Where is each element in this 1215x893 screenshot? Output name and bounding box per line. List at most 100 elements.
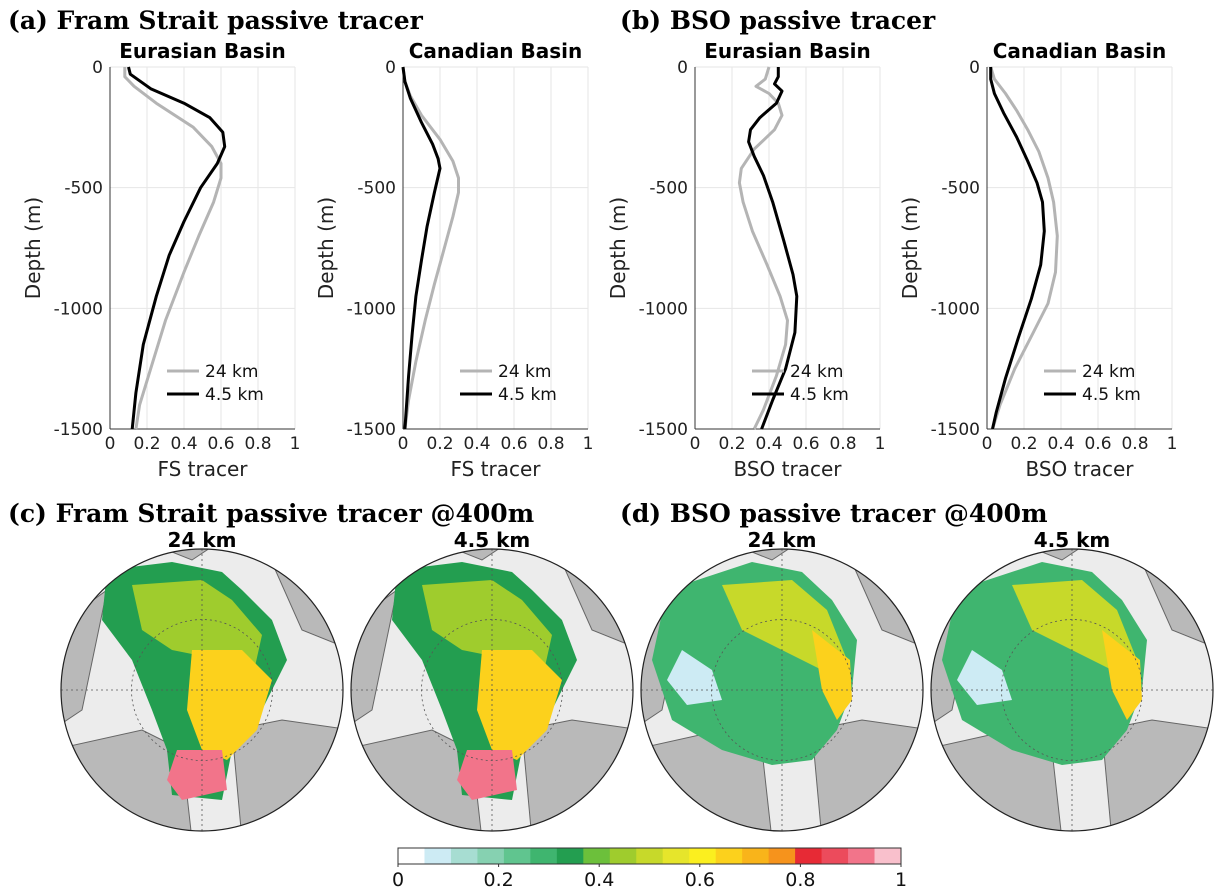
colorbar-segment bbox=[530, 848, 558, 864]
x-tick-label: 0 bbox=[690, 434, 701, 454]
x-tick-label: 1 bbox=[875, 434, 886, 454]
colorbar: 0 0.2 0.4 0.6 0.8 1 bbox=[392, 847, 907, 891]
x-tick-label: 0.2 bbox=[426, 434, 453, 454]
y-tick-label: -1500 bbox=[347, 420, 396, 440]
x-tick-label: 0.6 bbox=[500, 434, 527, 454]
x-tick-label: 0.6 bbox=[1084, 434, 1111, 454]
series-line-1 bbox=[123, 67, 223, 430]
x-tick-label: 0.4 bbox=[463, 434, 490, 454]
x-tick-label: 1 bbox=[583, 434, 594, 454]
plot-area bbox=[695, 67, 880, 429]
tracer-field bbox=[812, 630, 852, 720]
colorbar-segment bbox=[715, 848, 743, 864]
x-tick-label: 0.6 bbox=[207, 434, 234, 454]
polar-maps: 24 km 4.5 km 24 km 4.5 km bbox=[60, 528, 1214, 832]
colorbar-segment bbox=[662, 848, 690, 864]
panel-a-title: (a) Fram Strait passive tracer bbox=[8, 6, 424, 35]
x-tick-label: 0.4 bbox=[170, 434, 197, 454]
y-tick-label: -1000 bbox=[639, 299, 688, 319]
series-line-1 bbox=[401, 66, 460, 430]
colorbar-segment bbox=[503, 848, 531, 864]
colorbar-segment bbox=[636, 848, 664, 864]
series-line-2 bbox=[401, 66, 442, 430]
map-boundary bbox=[60, 548, 344, 832]
polar-map-1 bbox=[60, 548, 344, 832]
graticule-circle bbox=[421, 619, 563, 761]
graticule-circle bbox=[131, 619, 273, 761]
graticule-circle bbox=[711, 619, 853, 761]
panel-b-title: (b) BSO passive tracer bbox=[620, 6, 936, 35]
y-tick-label: 0 bbox=[385, 58, 396, 78]
colorbar-segment bbox=[689, 848, 717, 864]
colorbar-segment bbox=[742, 848, 770, 864]
tracer-field bbox=[457, 750, 517, 800]
colorbar-segment bbox=[477, 848, 505, 864]
colorbar-tick-label: 0.6 bbox=[685, 869, 715, 891]
y-tick-label: -500 bbox=[357, 179, 396, 199]
tracer-field bbox=[667, 650, 722, 705]
series-line-1 bbox=[737, 66, 789, 430]
map-3-title: 24 km bbox=[748, 528, 817, 552]
colorbar-segment bbox=[609, 848, 637, 864]
colorbar-segment bbox=[848, 848, 876, 864]
x-axis-label: FS tracer bbox=[450, 457, 541, 481]
series-line-1 bbox=[989, 66, 1059, 430]
x-axis-label: BSO tracer bbox=[733, 457, 842, 481]
colorbar-segment bbox=[795, 848, 823, 864]
y-tick-label: -500 bbox=[941, 179, 980, 199]
y-tick-label: 0 bbox=[969, 58, 980, 78]
legend-label: 4.5 km bbox=[1082, 385, 1141, 405]
map-1-title: 24 km bbox=[168, 528, 237, 552]
colorbar-segment bbox=[424, 848, 452, 864]
series-line-2 bbox=[747, 67, 799, 430]
profile-chart-3: 0 0.2 0.4 0.6 0.8 1 0 -500 -1000 -1500 Eurasian Ba… bbox=[606, 39, 885, 481]
x-tick-label: 0.6 bbox=[792, 434, 819, 454]
x-tick-label: 0.8 bbox=[829, 434, 856, 454]
series-line-2 bbox=[127, 66, 227, 430]
panel-c-title: (c) Fram Strait passive tracer @400m bbox=[8, 499, 534, 528]
legend-label: 4.5 km bbox=[498, 385, 557, 405]
x-tick-label: 0.4 bbox=[755, 434, 782, 454]
x-tick-label: 0 bbox=[982, 434, 993, 454]
x-tick-label: 0.8 bbox=[1121, 434, 1148, 454]
colorbar-tick-label: 0 bbox=[392, 869, 404, 891]
panel-d-title: (d) BSO passive tracer @400m bbox=[620, 499, 1048, 528]
x-tick-label: 0.8 bbox=[244, 434, 271, 454]
colorbar-tick-label: 0.8 bbox=[785, 869, 815, 891]
map-2-title: 4.5 km bbox=[454, 528, 531, 552]
profile-chart-1: 0 0.2 0.4 0.6 0.8 1 0 -500 -1000 -1500 Eurasian Ba… bbox=[21, 39, 300, 481]
y-tick-label: -500 bbox=[649, 179, 688, 199]
plot-area bbox=[987, 67, 1172, 429]
x-tick-label: 1 bbox=[290, 434, 301, 454]
x-tick-label: 0 bbox=[398, 434, 409, 454]
profile-chart-2: 0 0.2 0.4 0.6 0.8 1 0 -500 -1000 -1500 Canadian Ba… bbox=[314, 39, 593, 481]
colorbar-tick-label: 1 bbox=[895, 869, 907, 891]
legend-label: 4.5 km bbox=[205, 385, 264, 405]
colorbar-segment bbox=[450, 848, 478, 864]
y-axis-label: Depth (m) bbox=[898, 197, 922, 299]
map-boundary bbox=[640, 548, 924, 832]
polar-map-2 bbox=[350, 548, 634, 832]
chart-title: Canadian Basin bbox=[409, 39, 583, 63]
colorbar-segment bbox=[768, 848, 796, 864]
x-tick-label: 0.2 bbox=[718, 434, 745, 454]
tracer-field bbox=[1102, 630, 1142, 720]
colorbar-segment bbox=[874, 848, 902, 864]
legend-label: 24 km bbox=[1082, 362, 1135, 382]
tracer-field bbox=[187, 650, 272, 760]
tracer-field bbox=[477, 650, 562, 760]
colorbar-segment bbox=[556, 848, 584, 864]
profile-chart-4: 0 0.2 0.4 0.6 0.8 1 0 -500 -1000 -1500 Canadian Ba… bbox=[898, 39, 1177, 481]
y-tick-label: -500 bbox=[64, 179, 103, 199]
x-axis-label: FS tracer bbox=[157, 457, 248, 481]
depth-profile-charts: 0 0.2 0.4 0.6 0.8 1 0 -500 -1000 -1500 Eurasian Ba… bbox=[21, 39, 1177, 481]
y-tick-label: 0 bbox=[677, 58, 688, 78]
colorbar-segment bbox=[583, 848, 611, 864]
y-axis-label: Depth (m) bbox=[606, 197, 630, 299]
legend-label: 24 km bbox=[205, 362, 258, 382]
x-tick-label: 1 bbox=[1167, 434, 1178, 454]
y-tick-label: 0 bbox=[92, 58, 103, 78]
x-tick-label: 0 bbox=[105, 434, 116, 454]
colorbar-tick-label: 0.2 bbox=[483, 869, 513, 891]
y-tick-label: -1000 bbox=[931, 299, 980, 319]
